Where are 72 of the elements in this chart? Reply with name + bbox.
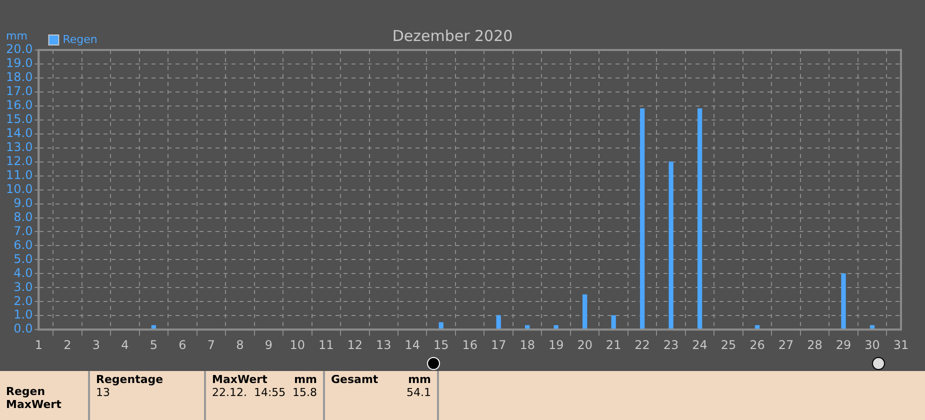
- x-tick-label: 23: [663, 338, 679, 352]
- y-tick-label: 14.0: [6, 126, 33, 140]
- x-tick-label: 2: [64, 338, 72, 352]
- legend-label: Regen: [62, 32, 98, 46]
- y-tick-label: 13.0: [6, 140, 33, 154]
- y-tick-label: 16.0: [6, 98, 33, 112]
- bar: [640, 108, 645, 330]
- x-tick-label: 28: [807, 338, 822, 352]
- y-tick-label: 10.0: [6, 182, 33, 196]
- x-tick-label: 7: [207, 338, 215, 352]
- x-tick-label: 18: [520, 338, 535, 352]
- x-tick-label: 16: [462, 338, 478, 352]
- y-tick-label: 9.0: [14, 196, 33, 210]
- x-tick-label: 17: [490, 338, 506, 352]
- chart-title: Dezember 2020: [392, 26, 513, 45]
- x-tick-label: 29: [836, 338, 852, 352]
- y-tick-label: 2.0: [14, 294, 33, 308]
- text: Regen: [6, 385, 46, 398]
- text: MaxWert: [212, 373, 268, 386]
- x-tick-label: 5: [150, 338, 158, 352]
- x-tick-label: 4: [121, 338, 129, 352]
- y-tick-label: 19.0: [6, 56, 33, 70]
- y-tick-label: 11.0: [6, 168, 33, 182]
- x-tick-label: 25: [720, 338, 736, 352]
- y-tick-label: 15.0: [6, 112, 33, 126]
- x-tick-label: 6: [178, 338, 186, 352]
- bar: [697, 108, 702, 330]
- x-tick-label: 21: [606, 338, 622, 352]
- x-tick-label: 26: [750, 338, 765, 352]
- y-tick-label: 8.0: [14, 210, 33, 224]
- x-tick-label: 8: [236, 338, 244, 352]
- text: 13: [96, 386, 111, 399]
- text: mm: [294, 373, 317, 386]
- x-tick-label: 10: [290, 338, 306, 352]
- y-tick-label: 5.0: [14, 252, 33, 266]
- bar: [611, 315, 616, 330]
- x-tick-label: 19: [548, 338, 564, 352]
- y-tick-label: 3.0: [14, 280, 33, 294]
- x-tick-label: 13: [376, 338, 392, 352]
- bar: [841, 273, 846, 330]
- x-tick-label: 12: [347, 338, 363, 352]
- x-tick-label: 24: [692, 338, 708, 352]
- text: 15.8: [292, 386, 317, 399]
- y-tick-label: 4.0: [14, 266, 33, 280]
- x-tick-label: 22: [634, 338, 650, 352]
- y-tick-label: 17.0: [6, 84, 33, 98]
- y-tick-label: 20.0: [6, 42, 33, 56]
- text: 54.1: [406, 386, 431, 399]
- x-tick-label: 27: [778, 338, 794, 352]
- x-tick-label: 1: [34, 338, 43, 352]
- x-tick-label: 31: [893, 338, 909, 352]
- text: Regentage: [96, 373, 164, 386]
- y-tick-label: 6.0: [14, 238, 33, 252]
- x-tick-label: 30: [864, 338, 880, 352]
- x-tick-label: 9: [264, 338, 272, 352]
- text: Gesamt: [331, 373, 378, 386]
- x-tick-label: 14: [404, 338, 420, 352]
- text: mm: [408, 373, 431, 386]
- y-tick-label: 12.0: [6, 154, 33, 168]
- y-axis-title: mm: [6, 29, 28, 42]
- y-tick-label: 7.0: [14, 224, 33, 238]
- y-tick-label: 0.0: [14, 322, 33, 336]
- bar: [582, 294, 588, 330]
- y-tick-label: 18.0: [6, 70, 33, 84]
- x-tick-label: 15: [433, 338, 449, 352]
- bar: [668, 162, 674, 330]
- text: MaxWert: [6, 398, 62, 411]
- x-tick-label: 11: [318, 338, 334, 352]
- text: 22.12. 14:55: [212, 386, 286, 399]
- x-tick-label: 20: [577, 338, 592, 352]
- y-tick-label: 1.0: [14, 308, 33, 322]
- x-tick-label: 3: [92, 338, 100, 352]
